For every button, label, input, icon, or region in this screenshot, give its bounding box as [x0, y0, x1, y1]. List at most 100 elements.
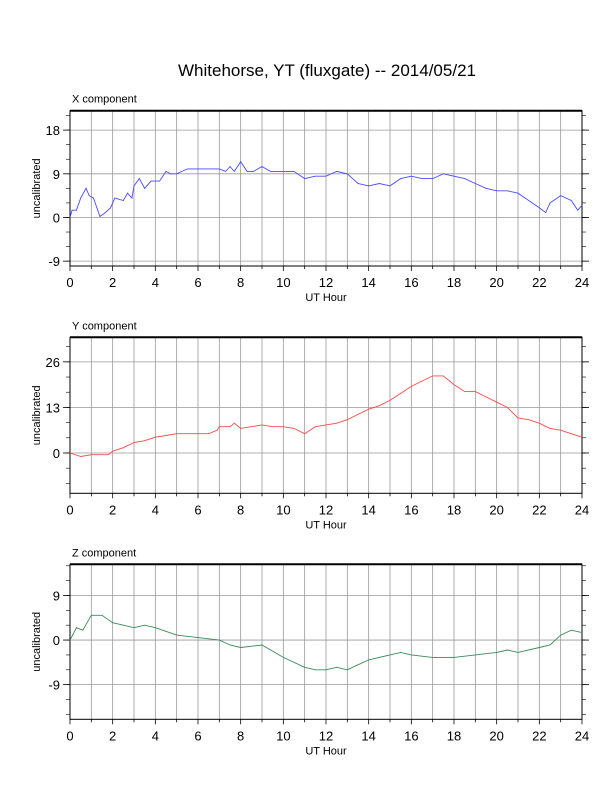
- data-point: [176, 433, 178, 435]
- data-point: [570, 200, 572, 201]
- data-point: [208, 168, 210, 170]
- data-point: [69, 452, 71, 454]
- data-point: [138, 178, 140, 180]
- data-point: [218, 639, 220, 641]
- y-tick-label: -9: [48, 254, 60, 269]
- data-point: [80, 197, 82, 199]
- series-line: [69, 375, 583, 457]
- data-point: [88, 195, 90, 197]
- data-point: [90, 454, 92, 456]
- data-point: [225, 170, 227, 172]
- data-point: [176, 173, 178, 175]
- data-point: [378, 405, 380, 407]
- data-point: [229, 166, 231, 167]
- data-point: [496, 190, 498, 192]
- data-point: [261, 424, 263, 426]
- data-point: [304, 433, 306, 435]
- panel-title: Z component: [72, 547, 136, 559]
- data-point: [336, 422, 338, 424]
- data-point: [282, 656, 284, 658]
- data-point: [131, 197, 133, 199]
- y-tick-label: 9: [53, 167, 60, 182]
- data-point: [357, 183, 359, 184]
- x-tick-label: 14: [361, 728, 375, 743]
- data-point: [144, 440, 146, 442]
- x-tick-label: 6: [194, 502, 201, 517]
- x-tick-label: 18: [447, 275, 461, 290]
- data-point: [69, 217, 71, 218]
- data-point: [474, 654, 476, 656]
- x-tick-label: 24: [575, 502, 589, 517]
- panel-title: Y component: [72, 320, 137, 332]
- data-point: [76, 209, 77, 211]
- figure-title: Whitehorse, YT (fluxgate) -- 2014/05/21: [178, 61, 476, 80]
- data-point: [208, 433, 210, 435]
- data-point: [528, 200, 530, 201]
- data-point: [453, 175, 455, 177]
- data-point: [218, 426, 220, 428]
- data-point: [304, 666, 306, 668]
- data-point: [169, 173, 171, 175]
- data-point: [282, 426, 284, 428]
- x-axis-label: UT Hour: [305, 292, 347, 304]
- x-tick-label: 12: [319, 275, 333, 290]
- x-tick-label: 2: [109, 275, 116, 290]
- data-point: [378, 183, 380, 184]
- y-axis-label: uncalibrated: [31, 158, 43, 218]
- x-tick-label: 22: [532, 728, 546, 743]
- data-point: [110, 207, 111, 209]
- data-point: [240, 161, 242, 163]
- x-tick-label: 14: [361, 275, 375, 290]
- data-point: [325, 175, 327, 177]
- data-point: [233, 170, 235, 172]
- data-point: [453, 656, 455, 658]
- x-tick-label: 24: [575, 728, 589, 743]
- data-point: [560, 195, 562, 197]
- data-point: [71, 209, 73, 211]
- data-point: [400, 178, 402, 180]
- data-point: [581, 632, 583, 634]
- data-point: [127, 192, 128, 194]
- data-point: [560, 634, 562, 636]
- data-point: [432, 375, 434, 377]
- x-tick-label: 6: [194, 275, 201, 290]
- data-point: [261, 166, 263, 167]
- data-point: [176, 634, 178, 636]
- data-point: [103, 213, 105, 214]
- x-tick-label: 10: [276, 728, 290, 743]
- data-point: [336, 170, 338, 172]
- x-tick-label: 20: [489, 275, 503, 290]
- data-point: [186, 168, 188, 170]
- y-axis-label: uncalibrated: [31, 385, 43, 445]
- data-point: [357, 664, 359, 666]
- data-point: [410, 385, 412, 387]
- data-point: [144, 624, 146, 626]
- x-tick-label: 2: [109, 728, 116, 743]
- data-point: [80, 456, 82, 457]
- data-point: [69, 639, 71, 641]
- x-tick-label: 14: [361, 502, 375, 517]
- data-point: [82, 629, 84, 631]
- x-tick-label: 2: [109, 502, 116, 517]
- data-point: [549, 202, 551, 204]
- x-tick-label: 4: [152, 502, 159, 517]
- data-point: [368, 185, 370, 187]
- data-point: [108, 454, 109, 456]
- data-point: [112, 450, 114, 452]
- y-tick-label: 13: [46, 400, 60, 415]
- y-tick-label: 18: [46, 123, 60, 138]
- x-tick-label: 22: [532, 502, 546, 517]
- data-point: [464, 391, 466, 393]
- data-point: [122, 447, 124, 449]
- data-point: [570, 629, 572, 631]
- data-point: [240, 647, 242, 648]
- data-point: [577, 209, 579, 211]
- data-point: [253, 170, 254, 172]
- data-point: [410, 654, 412, 656]
- data-point: [314, 426, 316, 428]
- data-point: [400, 392, 402, 394]
- x-tick-label: 16: [404, 275, 418, 290]
